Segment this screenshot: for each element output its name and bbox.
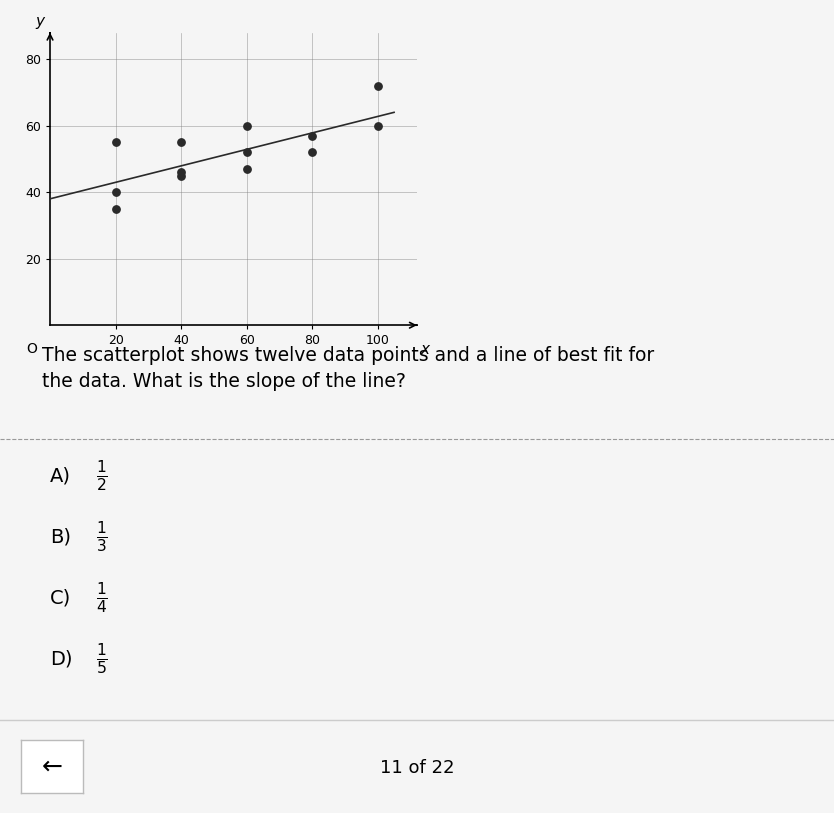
Point [174, 166, 188, 179]
Text: ←: ← [42, 754, 63, 778]
Text: $\frac{1}{4}$: $\frac{1}{4}$ [96, 580, 108, 615]
Point [174, 136, 188, 149]
Text: $\frac{1}{3}$: $\frac{1}{3}$ [96, 520, 108, 554]
Text: The scatterplot shows twelve data points and a line of best fit for
the data. Wh: The scatterplot shows twelve data points… [42, 346, 654, 391]
Point [174, 169, 188, 182]
Point [109, 202, 123, 215]
Point [240, 163, 254, 176]
Text: $\frac{1}{2}$: $\frac{1}{2}$ [96, 459, 108, 493]
Text: B): B) [50, 527, 71, 546]
Text: D): D) [50, 649, 73, 668]
Point [240, 120, 254, 133]
Point [109, 136, 123, 149]
Text: 11 of 22: 11 of 22 [379, 759, 455, 777]
Point [305, 146, 319, 159]
Text: A): A) [50, 466, 71, 485]
Text: x: x [420, 341, 430, 357]
Point [240, 146, 254, 159]
Point [109, 185, 123, 198]
Point [371, 79, 384, 92]
Point [371, 120, 384, 133]
Text: O: O [26, 341, 37, 356]
Text: $\frac{1}{5}$: $\frac{1}{5}$ [96, 641, 108, 676]
Point [305, 129, 319, 142]
Text: y: y [36, 14, 45, 29]
Text: C): C) [50, 588, 71, 607]
